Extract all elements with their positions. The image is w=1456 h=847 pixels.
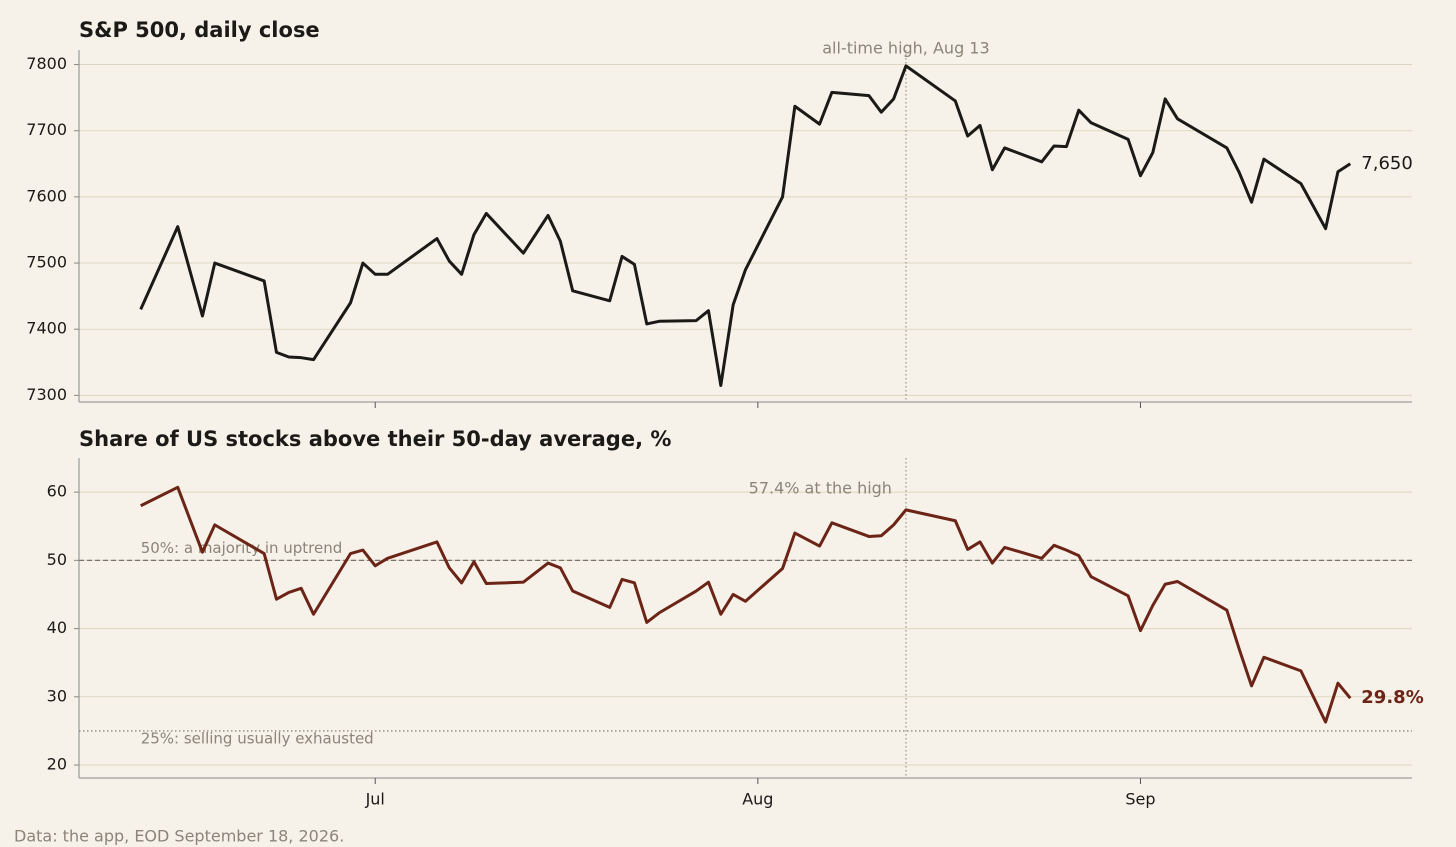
y-tick-label: 7600 (26, 186, 67, 205)
y-tick-label: 60 (47, 482, 67, 501)
footer: Data: the app, EOD September 18, 2026. (14, 827, 344, 846)
value-label: 29.8% (1361, 687, 1423, 708)
reference-label: 25%: selling usually exhausted (141, 729, 374, 747)
series-line (139, 64, 1352, 387)
y-tick-label: 50 (47, 550, 67, 569)
y-tick-label: 30 (47, 686, 67, 705)
series-line (140, 485, 1352, 724)
y-tick-label: 7400 (26, 319, 67, 338)
annotation-label: all-time high, Aug 13 (822, 39, 989, 58)
y-tick-label: 20 (47, 755, 67, 774)
y-tick-label: 7300 (26, 385, 67, 404)
x-tick-label: Aug (742, 790, 773, 809)
y-tick-label: 40 (47, 618, 67, 637)
chart-title: S&P 500, daily close (79, 18, 320, 42)
y-tick-label: 7700 (26, 120, 67, 139)
reference-label: 50%: a majority in uptrend (141, 539, 343, 557)
value-label: 7,650 (1361, 153, 1413, 174)
x-tick-label: Jul (365, 790, 385, 809)
annotation-label: 57.4% at the high (749, 479, 892, 498)
y-tick-label: 7800 (26, 54, 67, 73)
chart-title: Share of US stocks above their 50-day av… (79, 427, 671, 451)
x-tick-label: Sep (1125, 790, 1155, 809)
y-tick-label: 7500 (26, 253, 67, 272)
